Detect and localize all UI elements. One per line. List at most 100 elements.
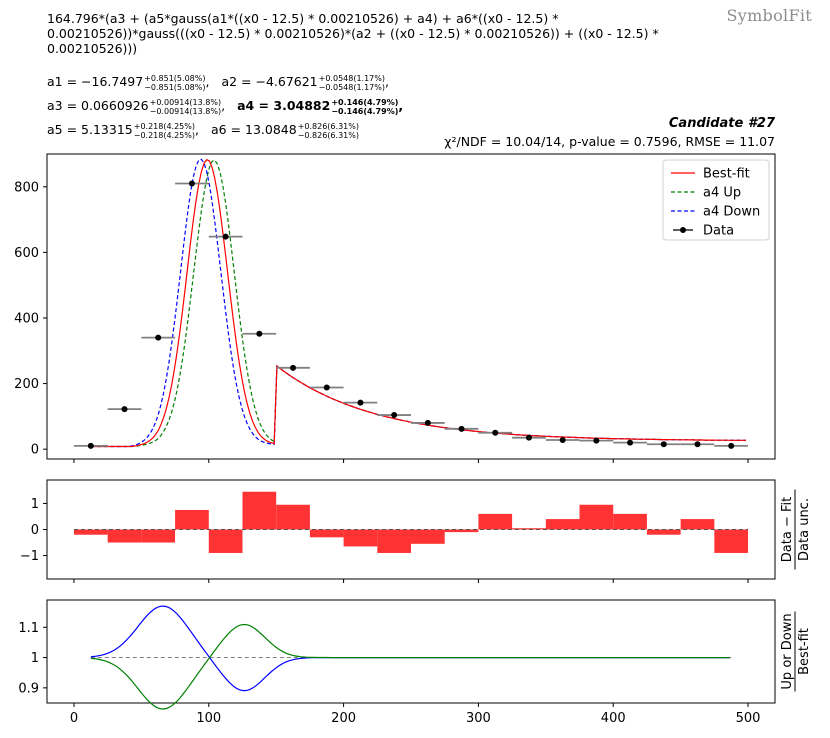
- ratio-y-tick-label: 0.9: [18, 681, 39, 696]
- main-y-tick-label: 600: [14, 246, 39, 261]
- ratio-y-label-denominator: Best-fit: [797, 628, 812, 675]
- legend-data-marker: [680, 227, 686, 233]
- x-tick-label: 300: [466, 711, 491, 726]
- residual-bar: [141, 529, 176, 543]
- residual-bar: [276, 504, 310, 530]
- brand-logo: SymbolFit: [726, 6, 812, 25]
- main-plot-frame: [46, 153, 776, 460]
- param-a2-down: −0.0548(1.17%): [318, 82, 385, 92]
- data-point: [728, 442, 735, 449]
- param-a5: a5 = 5.13315 +0.218(4.25%) −0.218(4.25%),: [47, 121, 199, 140]
- residual-bar: [714, 529, 749, 553]
- data-point: [87, 442, 94, 449]
- data-point: [559, 436, 566, 443]
- legend-data-label: Data: [703, 224, 734, 239]
- data-point: [357, 399, 364, 406]
- candidate-label: Candidate #27: [668, 116, 775, 131]
- param-a5-value: a5 = 5.13315: [47, 122, 133, 137]
- residual-bar: [646, 529, 681, 535]
- ratio-y-tick-label: 1: [31, 651, 39, 666]
- data-point: [458, 425, 465, 432]
- data-point: [627, 439, 634, 446]
- param-a5-up: +0.218(4.25%): [133, 121, 195, 131]
- residual-bar: [208, 529, 243, 553]
- residual-bar: [309, 529, 344, 538]
- residual-bar: [343, 529, 378, 547]
- param-a2-value: a2 = −4.67621: [221, 74, 318, 89]
- data-point: [660, 441, 667, 448]
- data-point: [492, 429, 499, 436]
- data-point: [391, 412, 398, 419]
- ratio-down-curve: [90, 605, 730, 692]
- param-a3: a3 = 0.0660926 +0.00914(13.8%) −0.00914(13…: [47, 97, 226, 116]
- data-point: [155, 334, 162, 341]
- param-a6-value: a6 = 13.0848: [210, 122, 297, 137]
- data-point: [256, 330, 263, 337]
- residual-bar: [579, 504, 614, 530]
- residual-y-tick-label: 1: [31, 497, 39, 512]
- a4-down-curve: [90, 158, 747, 448]
- a4-up-curve: [90, 159, 747, 448]
- residual-y-label-numerator: Data − Fit: [780, 497, 795, 562]
- ratio-y-label-numerator: Up or Down: [780, 613, 795, 689]
- residual-y-tick-label: −1: [20, 549, 39, 564]
- residual-bar: [613, 513, 647, 530]
- param-a4-down: −0.146(4.79%): [331, 106, 399, 116]
- main-y-tick-label: 200: [14, 377, 39, 392]
- legend-a4-down-label: a4 Down: [703, 205, 760, 220]
- x-tick-label: 100: [196, 711, 221, 726]
- residual-y-tick-label: 0: [31, 523, 39, 538]
- legend-a4-up-label: a4 Up: [703, 186, 741, 201]
- param-a4: a4 = 3.04882 +0.146(4.79%) −0.146(4.79%),: [237, 97, 404, 116]
- param-a6-up: +0.826(6.31%): [297, 121, 359, 131]
- data-point: [323, 384, 330, 391]
- data-point: [694, 441, 701, 448]
- data-point: [222, 233, 229, 240]
- data-point: [525, 434, 532, 441]
- residual-y-label-denominator: Data unc.: [797, 498, 812, 561]
- ratio-y-label: Up or Down Best-fit: [780, 611, 812, 692]
- param-a1: a1 = −16.7497 +0.851(5.08%) −0.851(5.08%),: [47, 73, 210, 92]
- data-point: [290, 364, 297, 371]
- residual-bar: [478, 513, 513, 530]
- residual-bar: [680, 519, 715, 530]
- fit-statistics: χ²/NDF = 10.04/14, p-value = 0.7596, RMS…: [444, 134, 775, 149]
- residual-bar: [411, 529, 445, 544]
- residual-bar: [242, 491, 277, 530]
- ratio-y-tick-label: 1.1: [18, 621, 39, 636]
- data-point: [121, 406, 128, 413]
- parameter-list: a1 = −16.7497 +0.851(5.08%) −0.851(5.08%),…: [47, 70, 411, 142]
- x-tick-label: 200: [331, 711, 356, 726]
- param-a6-down: −0.826(6.31%): [297, 130, 359, 140]
- x-tick-label: 400: [601, 711, 626, 726]
- ratio-plot-frame: [46, 599, 776, 704]
- data-point: [424, 419, 431, 426]
- param-a3-up: +0.00914(13.8%): [149, 97, 222, 107]
- data-point: [593, 437, 600, 444]
- legend-best-fit-label: Best-fit: [703, 167, 750, 182]
- param-a6: a6 = 13.0848 +0.826(6.31%) −0.826(6.31%): [211, 118, 359, 142]
- main-y-tick-label: 800: [14, 180, 39, 195]
- fit-formula: 164.796*(a3 + (a5*gauss(a1*((x0 - 12.5) …: [47, 11, 663, 56]
- residual-bar: [107, 529, 142, 543]
- residual-bar: [73, 529, 108, 535]
- residual-bar: [512, 528, 546, 530]
- residual-bar: [545, 519, 580, 530]
- ratio-up-curve: [90, 623, 730, 710]
- x-tick-label: 500: [736, 711, 761, 726]
- param-a3-down: −0.00914(13.8%): [149, 106, 222, 116]
- param-a1-up: +0.851(5.08%): [144, 73, 206, 83]
- param-a2: a2 = −4.67621 +0.0548(1.17%) −0.0548(1.17%…: [221, 73, 389, 92]
- main-y-tick-label: 0: [31, 443, 39, 458]
- residual-bar: [175, 509, 209, 530]
- param-a5-down: −0.218(4.25%): [133, 130, 195, 140]
- residual-bar: [377, 529, 411, 553]
- x-tick-label: 0: [70, 711, 78, 726]
- residual-y-label: Data − Fit Data unc.: [780, 489, 812, 570]
- main-y-tick-label: 400: [14, 311, 39, 326]
- best-fit-curve: [90, 158, 747, 448]
- legend-box: [662, 159, 770, 241]
- param-a4-value: a4 = 3.04882: [237, 98, 331, 113]
- param-a1-down: −0.851(5.08%): [144, 82, 206, 92]
